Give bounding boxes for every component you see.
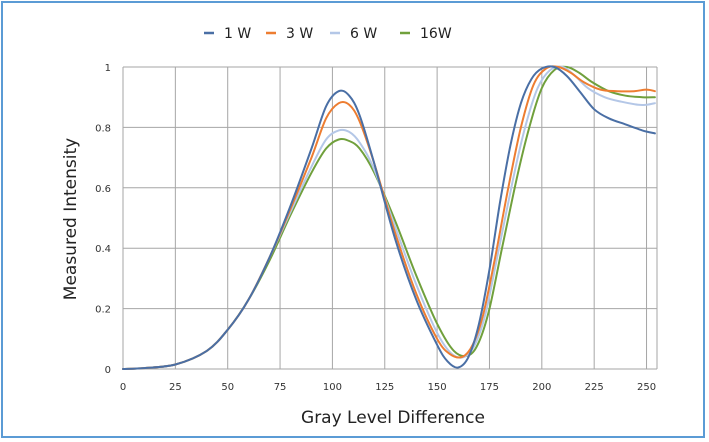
x-tick-label: 50 xyxy=(221,382,234,393)
legend-label: 1 W xyxy=(224,26,251,42)
x-tick-label: 150 xyxy=(428,382,447,393)
x-tick-label: 100 xyxy=(323,382,342,393)
x-tick-label: 0 xyxy=(120,382,126,393)
legend-label: 3 W xyxy=(286,26,313,42)
y-tick-label: 0.6 xyxy=(95,184,111,195)
x-tick-label: 250 xyxy=(637,382,656,393)
line-chart: 0 25 50 75 100 125 150 175 200 225 250 00.20.40.60… xyxy=(61,26,658,428)
x-tick-label: 200 xyxy=(532,382,551,393)
y-tick-label: 0.8 xyxy=(95,123,111,134)
x-tick-label: 75 xyxy=(274,382,287,393)
y-axis-title: Measured Intensity xyxy=(61,138,81,300)
x-tick-label: 175 xyxy=(480,382,499,393)
y-tick-labels: 0 0.2 0.4 0.6 0.8 1 xyxy=(95,63,111,376)
y-tick-label: 0 xyxy=(105,365,111,376)
x-tick-label: 25 xyxy=(169,382,182,393)
series-line-1w xyxy=(122,65,656,370)
x-axis-title: Gray Level Difference xyxy=(301,408,485,428)
x-tick-label: 125 xyxy=(375,382,394,393)
y-tick-label: 0.2 xyxy=(95,305,111,316)
series-lines xyxy=(122,65,656,370)
y-tick-label: 0.4 xyxy=(95,244,111,255)
y-tick-label: 1 xyxy=(105,63,111,74)
legend-label: 6 W xyxy=(350,26,377,42)
legend: 1 W 3 W 6 W 16W xyxy=(204,26,452,42)
x-tick-label: 225 xyxy=(585,382,604,393)
gridlines xyxy=(122,66,658,370)
legend-label: 16W xyxy=(420,26,452,42)
x-tick-labels: 0 25 50 75 100 125 150 175 200 225 250 xyxy=(120,382,656,393)
